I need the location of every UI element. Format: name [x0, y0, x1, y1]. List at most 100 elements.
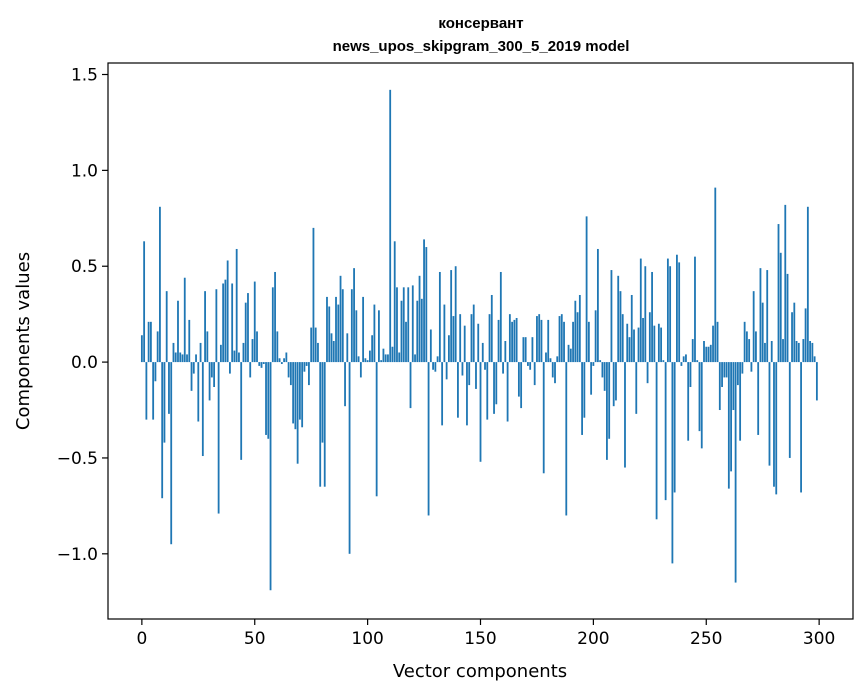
- bar: [689, 362, 692, 388]
- bar: [274, 271, 276, 363]
- bar: [660, 327, 663, 363]
- bar: [653, 325, 656, 363]
- bar: [538, 314, 541, 363]
- bar: [159, 206, 161, 363]
- bar: [269, 362, 272, 591]
- bar: [251, 339, 254, 363]
- bar: [637, 327, 640, 363]
- bar: [802, 339, 805, 363]
- bar: [292, 362, 295, 424]
- bar: [280, 362, 283, 365]
- bar: [664, 362, 667, 501]
- bar: [276, 331, 279, 363]
- y-tick-label: 1.5: [71, 66, 98, 86]
- bar: [615, 362, 617, 401]
- bar: [581, 362, 583, 435]
- bar: [429, 329, 432, 363]
- bar: [712, 325, 714, 363]
- bar: [296, 362, 299, 464]
- bar: [341, 289, 344, 363]
- bar: [666, 258, 669, 363]
- bar: [213, 362, 216, 388]
- bar: [181, 354, 184, 363]
- bar: [782, 339, 784, 363]
- bar: [545, 352, 547, 363]
- bar: [791, 312, 793, 363]
- bar: [714, 187, 717, 363]
- bar: [633, 329, 635, 363]
- bar: [587, 321, 590, 363]
- bar: [267, 362, 270, 439]
- bar: [366, 360, 369, 363]
- bar: [287, 362, 290, 378]
- bar: [459, 314, 462, 363]
- bar: [407, 287, 410, 363]
- bar: [188, 319, 191, 363]
- bar: [730, 362, 732, 472]
- bar: [321, 362, 324, 443]
- bar: [515, 317, 518, 363]
- bar: [344, 362, 346, 407]
- bar: [734, 362, 737, 583]
- bar: [551, 362, 554, 378]
- bar: [195, 354, 197, 363]
- bar: [813, 356, 816, 363]
- y-tick-label: 0.5: [71, 257, 98, 277]
- bar: [678, 262, 681, 363]
- bar: [815, 362, 818, 401]
- bar: [317, 342, 319, 363]
- bar: [233, 350, 236, 363]
- bar: [432, 362, 434, 370]
- bar: [761, 302, 764, 363]
- bar: [680, 362, 683, 366]
- bar: [258, 362, 261, 366]
- bar: [294, 362, 297, 430]
- bar: [727, 362, 730, 489]
- bar: [563, 321, 565, 363]
- bar: [673, 362, 676, 493]
- bar: [524, 337, 527, 363]
- bar: [736, 362, 739, 386]
- bar: [400, 300, 403, 363]
- bar: [256, 331, 258, 363]
- bar: [707, 346, 710, 363]
- x-tick-label: 100: [351, 629, 383, 649]
- bar: [540, 319, 543, 363]
- bar: [578, 294, 581, 363]
- bar: [278, 358, 281, 363]
- x-tick-label: 300: [803, 629, 835, 649]
- bar: [549, 358, 552, 363]
- bar: [238, 352, 240, 363]
- bar: [793, 302, 796, 363]
- bar: [481, 342, 484, 363]
- bar: [423, 239, 425, 363]
- bar: [314, 327, 317, 363]
- bar: [339, 275, 342, 363]
- bar: [635, 362, 638, 414]
- bar: [797, 342, 800, 363]
- chart-title-line2: news_upos_skipgram_300_5_2019 model: [333, 38, 630, 55]
- bar: [558, 316, 561, 363]
- bar: [348, 362, 351, 554]
- bar: [371, 335, 374, 363]
- bar: [140, 335, 143, 363]
- bar: [310, 327, 313, 363]
- bar: [770, 341, 773, 363]
- bar: [786, 273, 789, 363]
- bar: [696, 360, 699, 363]
- bar: [186, 354, 188, 363]
- bar: [434, 362, 437, 372]
- bar: [217, 362, 220, 514]
- bar: [612, 362, 615, 407]
- bar: [795, 341, 798, 363]
- bar: [567, 344, 570, 363]
- bar: [391, 346, 394, 363]
- y-tick-label: 0.0: [71, 353, 98, 373]
- bar: [457, 362, 459, 418]
- bar: [739, 362, 742, 441]
- bar: [199, 342, 202, 363]
- bar: [436, 356, 439, 363]
- bar: [364, 358, 367, 363]
- bar: [438, 271, 441, 363]
